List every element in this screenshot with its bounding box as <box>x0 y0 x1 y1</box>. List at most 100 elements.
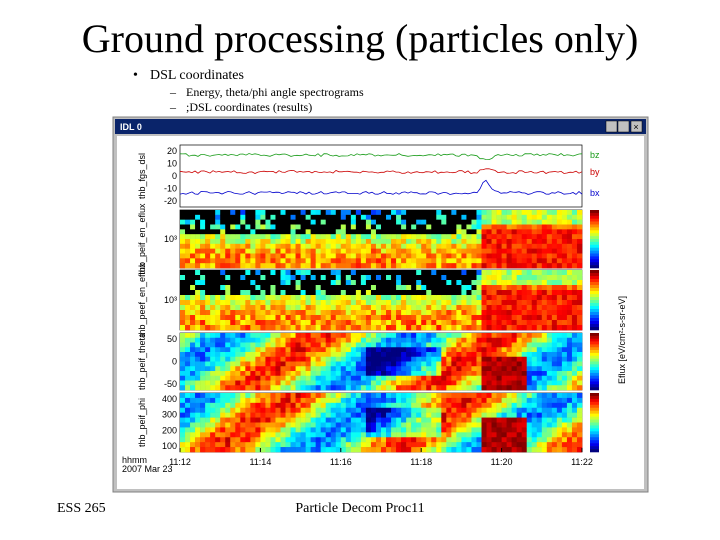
spectrogram-cell <box>325 337 332 343</box>
spectrogram-cell <box>305 422 311 428</box>
spectrogram-cell <box>205 447 211 453</box>
spectrogram-cell <box>195 342 201 348</box>
spectrogram-cell <box>355 442 362 448</box>
spectrogram-cell <box>370 407 377 413</box>
spectrogram-cell <box>481 258 487 264</box>
spectrogram-cell <box>516 347 522 353</box>
spectrogram-cell <box>190 337 196 343</box>
spectrogram-cell <box>260 366 266 372</box>
spectrogram-cell <box>516 305 522 311</box>
spectrogram-cell <box>215 352 221 358</box>
spectrogram-cell <box>476 447 482 453</box>
spectrogram-cell <box>325 385 332 391</box>
spectrogram-cell <box>185 422 191 428</box>
spectrogram-cell <box>180 356 186 362</box>
colorbar-cell <box>590 224 599 228</box>
spectrogram-cell <box>491 427 497 433</box>
spectrogram-cell <box>310 371 316 377</box>
spectrogram-cell <box>370 285 377 291</box>
spectrogram-cell <box>576 371 583 377</box>
spectrogram-cell <box>456 342 462 348</box>
spectrogram-cell <box>270 285 276 291</box>
spectrogram-cell <box>280 427 286 433</box>
spectrogram-cell <box>210 352 216 358</box>
spectrogram-cell <box>541 442 548 448</box>
spectrogram-cell <box>396 356 402 362</box>
spectrogram-cell <box>566 371 573 377</box>
spectrogram-cell <box>365 442 372 448</box>
spectrogram-cell <box>180 224 186 230</box>
spectrogram-cell <box>396 385 402 391</box>
spectrogram-cell <box>205 427 211 433</box>
spectrogram-cell <box>386 243 392 249</box>
close-button[interactable] <box>630 120 643 133</box>
spectrogram-cell <box>461 447 467 453</box>
spectrogram-cell <box>501 219 507 225</box>
spectrogram-cell <box>526 280 533 286</box>
spectrogram-cell <box>406 447 412 453</box>
spectrogram-cell <box>511 248 517 254</box>
spectrogram-cell <box>255 263 261 269</box>
spectrogram-cell <box>260 342 266 348</box>
spectrogram-cell <box>300 275 306 281</box>
spectrogram-cell <box>511 224 517 230</box>
spectrogram-cell <box>275 432 281 438</box>
spectrogram-cell <box>546 275 553 281</box>
spectrogram-cell <box>456 234 462 240</box>
spectrogram-cell <box>431 442 437 448</box>
spectrogram-cell <box>215 290 221 296</box>
maximize-button[interactable] <box>617 120 630 133</box>
spectrogram-cell <box>496 385 502 391</box>
spectrogram-cell <box>526 243 533 249</box>
spectrogram-cell <box>421 356 427 362</box>
spectrogram-cell <box>260 315 266 321</box>
spectrogram-cell <box>370 325 377 331</box>
spectrogram-cell <box>220 385 226 391</box>
spectrogram-cell <box>546 239 553 245</box>
spectrogram-cell <box>426 224 432 230</box>
spectrogram-cell <box>200 243 206 249</box>
spectrogram-cell <box>491 352 497 358</box>
spectrogram-cell <box>210 417 216 423</box>
spectrogram-cell <box>245 442 251 448</box>
spectrogram-cell <box>225 219 231 225</box>
spectrogram-cell <box>446 234 452 240</box>
spectrogram-cell <box>215 442 221 448</box>
spectrogram-cell <box>345 214 352 220</box>
spectrogram-cell <box>235 243 241 249</box>
spectrogram-cell <box>511 239 517 245</box>
spectrogram-cell <box>471 320 477 326</box>
spectrogram-cell <box>426 263 432 269</box>
spectrogram-cell <box>471 422 477 428</box>
spectrogram-cell <box>426 437 432 443</box>
spectrogram-cell <box>235 300 241 306</box>
spectrogram-cell <box>355 290 362 296</box>
spectrogram-cell <box>345 210 352 216</box>
spectrogram-cell <box>501 352 507 358</box>
spectrogram-cell <box>210 342 216 348</box>
spectrogram-cell <box>205 385 211 391</box>
y-tick-label: 300 <box>162 410 177 420</box>
spectrogram-cell <box>320 239 327 245</box>
spectrogram-cell <box>506 342 512 348</box>
spectrogram-cell <box>491 243 497 249</box>
spectrogram-cell <box>461 442 467 448</box>
minimize-button[interactable] <box>605 120 618 133</box>
spectrogram-cell <box>350 325 357 331</box>
spectrogram-cell <box>536 315 543 321</box>
spectrogram-cell <box>270 361 276 367</box>
spectrogram-cell <box>561 375 568 381</box>
spectrogram-cell <box>310 248 316 254</box>
spectrogram-cell <box>250 253 256 259</box>
spectrogram-cell <box>531 258 538 264</box>
spectrogram-cell <box>315 375 321 381</box>
spectrogram-cell <box>501 337 507 343</box>
spectrogram-cell <box>381 295 387 301</box>
spectrogram-cell <box>190 347 196 353</box>
spectrogram-cell <box>235 295 241 301</box>
spectrogram-cell <box>431 214 437 220</box>
spectrogram-cell <box>571 275 578 281</box>
spectrogram-cell <box>325 210 332 216</box>
spectrogram-cell <box>411 229 417 235</box>
spectrogram-cell <box>220 412 226 418</box>
